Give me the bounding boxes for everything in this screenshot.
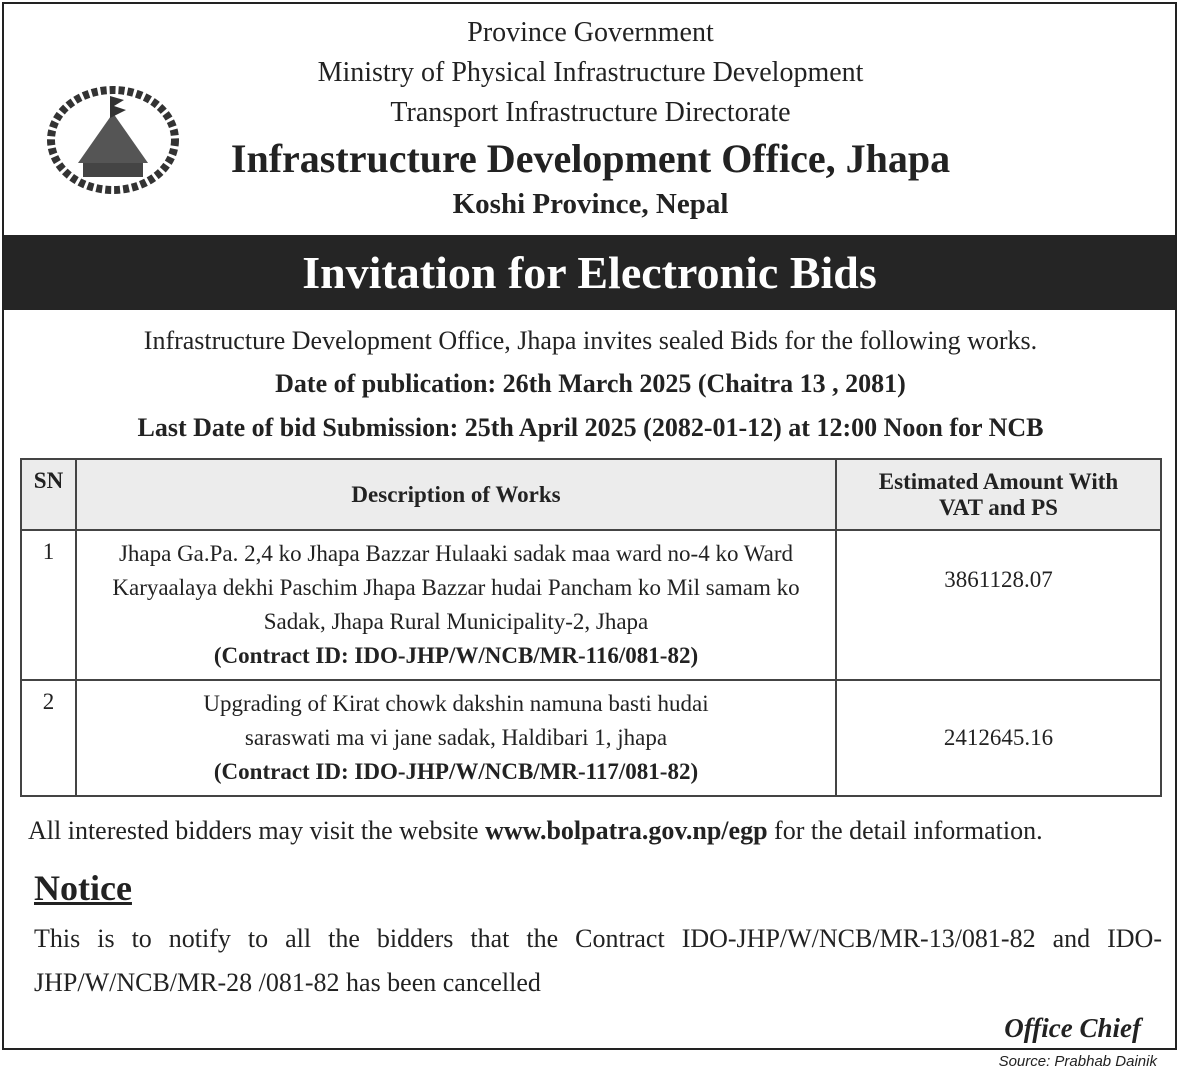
source-credit: Source: Prabhab Dainik	[998, 1053, 1157, 1070]
row-sn: 1	[20, 529, 77, 681]
table-header-row: SN Description of Works Estimated Amount…	[20, 458, 1162, 531]
website-text: All interested bidders may visit the web…	[28, 816, 486, 845]
works-table: SN Description of Works Estimated Amount…	[20, 458, 1162, 797]
contract-id: (Contract ID: IDO-JHP/W/NCB/MR-117/081-8…	[213, 759, 699, 784]
submission-deadline: Last Date of bid Submission: 25th April …	[137, 413, 1044, 442]
header-line-3: Transport Infrastructure Directorate	[390, 97, 791, 128]
notice-text: This is to notify to all the bidders tha…	[34, 924, 1162, 997]
nepal-emblem-icon	[47, 86, 179, 194]
intro-text: Infrastructure Development Office, Jhapa…	[143, 326, 1038, 355]
banner-title: Invitation for Electronic Bids	[4, 235, 1175, 310]
row-desc: Jhapa Ga.Pa. 2,4 ko Jhapa Bazzar Hulaaki…	[75, 529, 837, 681]
header-line-1: Province Government	[467, 17, 714, 48]
header-amount: Estimated Amount With VAT and PS	[835, 458, 1162, 531]
office-location: Koshi Province, Nepal	[452, 188, 729, 220]
header-desc: Description of Works	[75, 458, 837, 531]
signature: Office Chief	[1004, 1013, 1141, 1043]
header-line-2: Ministry of Physical Infrastructure Deve…	[317, 57, 864, 88]
table-row: 2 Upgrading of Kirat chowk dakshin namun…	[20, 679, 1162, 797]
row-amount: 3861128.07	[835, 529, 1162, 681]
notice-heading: Notice	[34, 868, 132, 908]
table-row: 1 Jhapa Ga.Pa. 2,4 ko Jhapa Bazzar Hulaa…	[20, 529, 1162, 681]
publication-date: Date of publication: 26th March 2025 (Ch…	[275, 369, 906, 398]
office-title: Infrastructure Development Office, Jhapa	[230, 136, 951, 181]
header-sn: SN	[20, 458, 77, 531]
row-desc: Upgrading of Kirat chowk dakshin namuna …	[75, 679, 837, 797]
work-description: Jhapa Ga.Pa. 2,4 ko Jhapa Bazzar Hulaaki…	[112, 541, 800, 634]
website-text-end: for the detail information.	[767, 816, 1043, 845]
contract-id: (Contract ID: IDO-JHP/W/NCB/MR-116/081-8…	[213, 643, 699, 668]
website-info: All interested bidders may visit the web…	[28, 815, 1181, 847]
row-amount: 2412645.16	[835, 679, 1162, 797]
work-description: Upgrading of Kirat chowk dakshin namuna …	[203, 691, 709, 750]
website-link[interactable]: www.bolpatra.gov.np/egp	[485, 816, 768, 845]
row-sn: 2	[20, 679, 77, 797]
